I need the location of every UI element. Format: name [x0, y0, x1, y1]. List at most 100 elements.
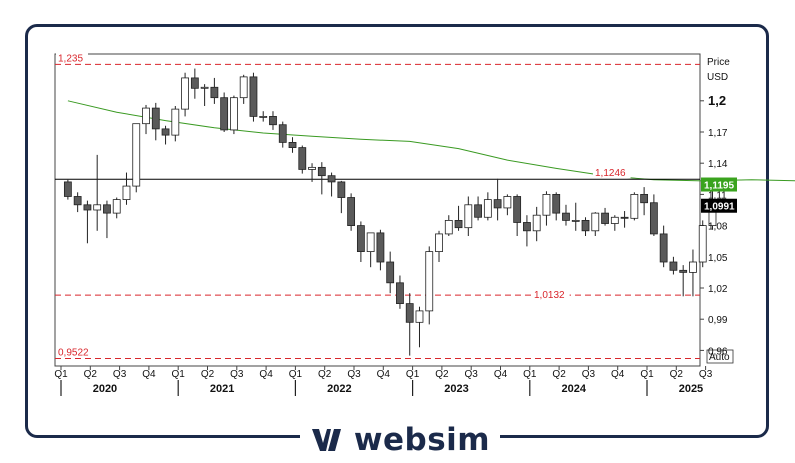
- candle-body: [171, 108, 180, 136]
- candle-body: [610, 216, 619, 224]
- level-label-bg: [593, 167, 631, 179]
- candle-body: [552, 193, 561, 214]
- candle-body: [161, 128, 170, 136]
- candle-body: [249, 76, 258, 117]
- candle-body: [669, 261, 678, 271]
- plot-area: [54, 53, 795, 370]
- candle-body: [503, 196, 512, 209]
- candle-body: [83, 204, 92, 211]
- candle-body: [532, 214, 541, 232]
- quarter-label: Q1: [406, 369, 420, 380]
- quarter-label: Q1: [523, 369, 537, 380]
- candle-body: [200, 86, 209, 89]
- candle-body: [308, 166, 316, 170]
- candle-body: [112, 199, 121, 214]
- y-tick-label: 1,14: [708, 159, 728, 170]
- y-tick-label: 1,11: [708, 190, 727, 201]
- y-tick-label: 1,02: [708, 284, 728, 295]
- level-label-bg: [56, 346, 94, 358]
- candle-body: [356, 225, 365, 253]
- candle-body: [376, 232, 385, 263]
- websim-wordmark: websim: [353, 422, 491, 458]
- candle-body: [288, 141, 297, 148]
- websim-mark-icon: [311, 429, 341, 451]
- quarter-label: Q2: [84, 369, 98, 380]
- candle-body: [464, 204, 473, 229]
- candle-body: [689, 261, 697, 273]
- year-label: 2020: [93, 383, 117, 395]
- level-label: 1,235: [58, 53, 83, 64]
- auto-button[interactable]: [706, 349, 734, 364]
- quarter-label: Q3: [113, 369, 127, 380]
- quarter-label: Q1: [172, 369, 186, 380]
- quarter-label: Q2: [201, 369, 215, 380]
- candle-body: [493, 199, 502, 209]
- candle-body: [620, 216, 629, 219]
- level-label: 1,1246: [595, 168, 626, 179]
- candle-body: [63, 181, 72, 197]
- candle-body: [210, 86, 219, 99]
- quarter-label: Q3: [230, 369, 244, 380]
- candle-body: [679, 269, 688, 273]
- y-tick-label: 1,17: [708, 128, 728, 139]
- candle-body: [396, 282, 404, 304]
- price-tag-label: 1,1195: [704, 181, 734, 192]
- candle-body: [630, 193, 639, 219]
- quarter-label: Q4: [259, 369, 273, 380]
- quarter-label: Q2: [318, 369, 332, 380]
- year-label: 2023: [444, 383, 468, 395]
- candle-body: [523, 222, 531, 232]
- quarter-label: Q4: [494, 369, 508, 380]
- quarter-label: Q1: [640, 369, 654, 380]
- level-label-bg: [532, 289, 570, 301]
- candle-body: [347, 197, 356, 227]
- candle-body: [337, 181, 346, 198]
- quarter-label: Q2: [435, 369, 449, 380]
- candle-body: [259, 116, 268, 118]
- candle-body: [454, 219, 463, 229]
- level-label-bg: [56, 52, 88, 64]
- websim-logo: websim: [300, 418, 500, 462]
- candle-body: [659, 233, 668, 263]
- price-tag-label: 1,0991: [704, 202, 735, 213]
- candle-body: [591, 212, 600, 232]
- y-tick-label: 1,2: [708, 93, 726, 108]
- candle-body: [483, 199, 492, 218]
- plot-border: [54, 53, 701, 367]
- year-label: 2025: [679, 383, 703, 395]
- year-label: 2021: [210, 383, 234, 395]
- candle-body: [640, 193, 649, 204]
- level-label: 0,9522: [58, 348, 89, 359]
- candle-body: [298, 147, 307, 170]
- candle-body: [122, 185, 131, 201]
- quarter-label: Q4: [611, 369, 625, 380]
- level-label: 1,0132: [534, 290, 565, 301]
- candle-body: [142, 107, 150, 125]
- candle-body: [571, 219, 580, 222]
- candle-body: [474, 204, 482, 218]
- candle-body: [239, 76, 248, 99]
- quarter-label: Q1: [289, 369, 303, 380]
- quarter-label: Q3: [699, 369, 713, 380]
- candle-body: [190, 77, 199, 89]
- candle-body: [513, 196, 522, 223]
- candle-body: [278, 124, 287, 143]
- quarter-label: Q2: [552, 369, 566, 380]
- quarter-label: Q1: [54, 369, 68, 380]
- candle-body: [366, 232, 375, 253]
- candle-body: [698, 225, 707, 263]
- candle-body: [181, 77, 189, 110]
- candle-body: [425, 251, 434, 312]
- candle-body: [649, 202, 658, 235]
- candle-body: [415, 310, 424, 323]
- y-tick-label: 0,96: [708, 346, 728, 357]
- candle-body: [386, 261, 395, 284]
- candle-body: [230, 97, 238, 131]
- candle-body: [327, 175, 336, 183]
- quarter-label: Q3: [465, 369, 479, 380]
- quarter-label: Q4: [377, 369, 391, 380]
- candle-body: [542, 193, 551, 216]
- candle-body: [93, 204, 102, 211]
- candle-body: [220, 97, 229, 131]
